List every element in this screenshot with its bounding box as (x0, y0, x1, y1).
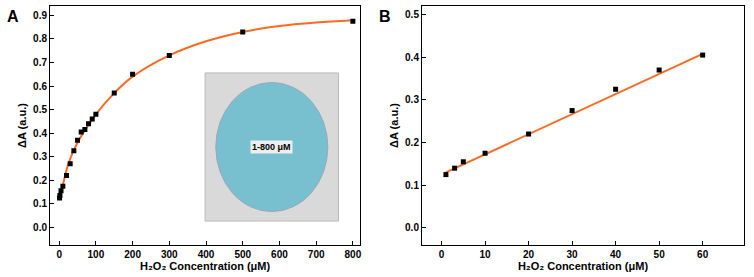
svg-text:800: 800 (345, 249, 362, 260)
svg-text:400: 400 (198, 249, 215, 260)
svg-text:0.0: 0.0 (405, 222, 419, 233)
svg-text:ΔA (a.u.): ΔA (a.u.) (388, 103, 400, 148)
svg-text:30: 30 (567, 249, 579, 260)
svg-text:0.7: 0.7 (33, 57, 47, 68)
svg-text:0.3: 0.3 (405, 94, 419, 105)
svg-text:H₂O₂ Concentration (μM): H₂O₂ Concentration (μM) (518, 260, 649, 272)
svg-text:0.0: 0.0 (33, 222, 47, 233)
svg-text:H₂O₂ Concentration (μM): H₂O₂ Concentration (μM) (140, 260, 271, 272)
svg-text:B: B (379, 8, 391, 25)
svg-text:0.4: 0.4 (33, 128, 47, 139)
svg-text:60: 60 (697, 249, 709, 260)
svg-text:0.8: 0.8 (33, 33, 47, 44)
svg-text:0: 0 (56, 249, 62, 260)
svg-text:0: 0 (439, 249, 445, 260)
svg-text:0.3: 0.3 (33, 151, 47, 162)
svg-text:0.6: 0.6 (33, 81, 47, 92)
svg-text:300: 300 (161, 249, 178, 260)
svg-text:50: 50 (654, 249, 666, 260)
svg-text:700: 700 (308, 249, 325, 260)
svg-text:0.5: 0.5 (33, 104, 47, 115)
svg-text:0.4: 0.4 (405, 52, 419, 63)
svg-text:10: 10 (480, 249, 492, 260)
svg-text:600: 600 (271, 249, 288, 260)
svg-text:A: A (7, 8, 19, 25)
svg-text:200: 200 (124, 249, 141, 260)
svg-text:40: 40 (610, 249, 622, 260)
svg-text:0.9: 0.9 (33, 10, 47, 21)
svg-text:ΔA (a.u.): ΔA (a.u.) (16, 103, 28, 148)
svg-text:0.2: 0.2 (33, 175, 47, 186)
svg-text:0.2: 0.2 (405, 137, 419, 148)
svg-text:0.5: 0.5 (405, 9, 419, 20)
svg-text:100: 100 (88, 249, 105, 260)
svg-text:500: 500 (234, 249, 251, 260)
svg-text:0.1: 0.1 (33, 198, 47, 209)
svg-text:20: 20 (523, 249, 535, 260)
svg-text:1-800 μM: 1-800 μM (252, 142, 291, 152)
svg-text:0.1: 0.1 (405, 180, 419, 191)
